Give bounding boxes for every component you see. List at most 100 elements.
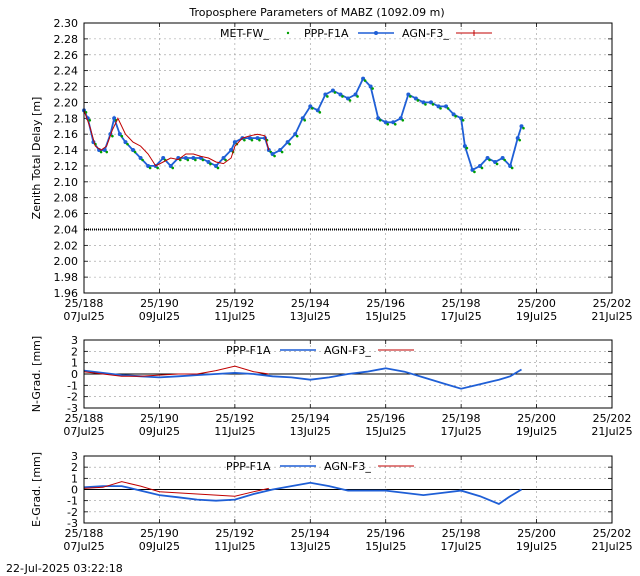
x-tick-label: 09Jul25	[139, 310, 180, 323]
x-tick-label: 25/194	[291, 297, 330, 310]
y-tick-label: -3	[67, 402, 78, 415]
met-data-point	[409, 95, 412, 98]
x-tick-label: 25/188	[65, 412, 104, 425]
met-data-point	[318, 111, 322, 114]
ppp-data-point	[462, 144, 467, 149]
x-tick-label: 25/200	[517, 527, 556, 540]
y-tick-label: 2.06	[54, 208, 79, 221]
y-tick-label: 2.14	[54, 144, 79, 157]
ppp-data-point	[398, 116, 403, 121]
met-data-point	[141, 158, 144, 162]
ppp-data-point	[353, 92, 358, 97]
x-tick-label: 11Jul25	[214, 425, 255, 438]
met-data-point	[386, 122, 390, 126]
x-tick-label: 25/196	[366, 412, 405, 425]
x-tick-label: 21Jul25	[591, 425, 632, 438]
met-data-point	[186, 158, 190, 162]
y-tick-label: 2.18	[54, 112, 79, 125]
y-axis-label: E-Grad. [mm]	[30, 452, 43, 527]
x-tick-label: 09Jul25	[139, 425, 180, 438]
ppp-data-point	[330, 88, 335, 93]
ppp-data-point	[191, 156, 196, 160]
y-tick-label: 2.26	[54, 49, 79, 62]
legend-met-swatch	[286, 31, 290, 35]
x-tick-label: 25/194	[291, 527, 330, 540]
ppp-data-point	[270, 152, 275, 157]
met-data-point	[473, 170, 476, 174]
met-data-point	[522, 126, 525, 130]
x-tick-label: 25/196	[366, 527, 405, 540]
ppp-data-point	[117, 132, 122, 137]
y-tick-label: 3	[71, 334, 78, 347]
x-tick-label: 11Jul25	[214, 540, 255, 553]
met-data-point	[416, 99, 420, 102]
ppp-series-line	[83, 77, 523, 172]
x-tick-label: 25/192	[216, 412, 255, 425]
met-data-point	[431, 103, 435, 106]
ppp-data-point	[183, 156, 188, 160]
met-data-point	[224, 158, 227, 162]
x-tick-label: 25/198	[442, 297, 481, 310]
y-tick-label: 2.08	[54, 192, 79, 205]
met-data-point	[326, 95, 329, 98]
ppp-data-point	[413, 96, 418, 101]
y-axis-label: N-Grad. [mm]	[30, 336, 43, 412]
ppp-data-point	[221, 156, 226, 160]
met-data-point	[201, 158, 205, 162]
met-data-point	[480, 166, 484, 170]
x-tick-label: 25/200	[517, 297, 556, 310]
met-data-point	[424, 103, 427, 106]
y-tick-label: -2	[67, 506, 78, 519]
y-tick-label: 2.30	[54, 17, 79, 30]
ppp-data-point	[247, 136, 252, 141]
met-data-point	[488, 158, 491, 162]
ppp-data-point	[515, 136, 520, 141]
met-data-point	[303, 118, 307, 122]
ppp-data-point	[308, 104, 313, 109]
y-axis-label: Zenith Total Delay [m]	[30, 97, 43, 220]
met-data-point	[126, 142, 129, 146]
met-data-point	[446, 107, 450, 110]
y-tick-label: -2	[67, 391, 78, 404]
met-data-point	[495, 162, 499, 166]
ppp-data-point	[232, 140, 237, 145]
x-tick-label: 13Jul25	[290, 540, 331, 553]
x-tick-label: 25/202	[593, 527, 632, 540]
legend-label: PPP-F1A	[226, 460, 271, 473]
y-tick-label: 2.02	[54, 239, 79, 252]
plot-frame	[83, 339, 613, 409]
agn-series-line	[83, 110, 270, 167]
ppp-data-point	[391, 120, 396, 125]
x-tick-label: 25/202	[593, 412, 632, 425]
met-data-point	[120, 134, 124, 138]
met-data-point	[363, 79, 367, 82]
x-tick-label: 11Jul25	[214, 310, 255, 323]
legend-label: AGN-F3_	[324, 344, 371, 357]
met-data-point	[148, 166, 152, 170]
legend-label: PPP-F1A	[304, 27, 349, 40]
x-tick-label: 25/190	[140, 412, 179, 425]
ppp-data-point	[346, 96, 350, 101]
ppp-data-point	[444, 104, 449, 109]
x-tick-label: 25/192	[216, 527, 255, 540]
ppp-data-point	[278, 148, 283, 153]
met-data-point	[371, 87, 374, 90]
met-data-point	[273, 154, 276, 158]
ppp-data-point	[470, 167, 475, 172]
ppp-data-point	[376, 116, 381, 121]
y-tick-label: 2.22	[54, 81, 79, 94]
met-data-point	[111, 134, 114, 138]
ppp-data-point	[112, 116, 117, 121]
met-data-point	[99, 150, 103, 154]
y-tick-label: -1	[67, 495, 78, 508]
x-tick-label: 25/190	[140, 527, 179, 540]
y-tick-label: 2.00	[54, 255, 79, 268]
ppp-data-point	[338, 92, 343, 97]
met-data-point	[156, 166, 159, 170]
met-data-point	[280, 150, 284, 154]
ppp-data-point	[229, 148, 234, 153]
met-data-point	[333, 91, 337, 94]
ppp-data-point	[102, 148, 107, 153]
